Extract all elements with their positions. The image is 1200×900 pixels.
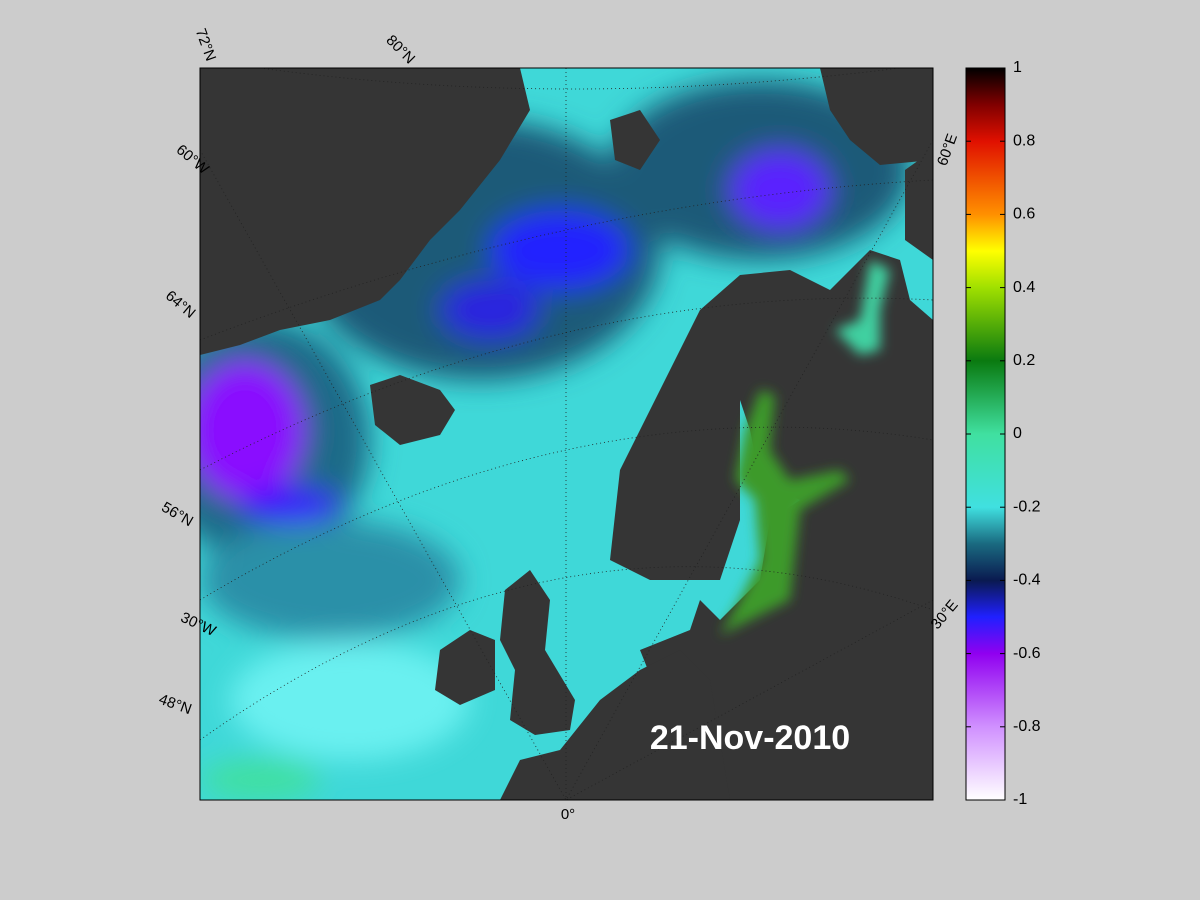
map-frame — [199, 67, 934, 801]
colorbar-tick-label: 0 — [1013, 425, 1022, 442]
white-sea — [835, 260, 890, 355]
colorbar-tick-label: -0.4 — [1013, 572, 1041, 589]
graticule — [200, 68, 933, 800]
colorbar-tick-label: -0.8 — [1013, 718, 1041, 735]
graticule-label: 60°E — [934, 132, 961, 169]
graticule-label: 72°N — [192, 26, 219, 63]
graticule-label: 64°N — [162, 287, 199, 322]
colorbar-tick-label: 0.4 — [1013, 279, 1035, 296]
graticule-label: 80°N — [383, 32, 419, 68]
map-area: 21-Nov-2010 — [200, 68, 933, 800]
colorbar-tick-label: -0.2 — [1013, 498, 1041, 515]
colorbar-tick-label: -1 — [1013, 791, 1027, 808]
graticule-label: 56°N — [159, 499, 197, 530]
colorbar-tick-label: 0.8 — [1013, 132, 1035, 149]
colorbar-tick-label: 0.6 — [1013, 206, 1035, 223]
colorbar — [965, 67, 1006, 801]
graticule-label: 48°N — [157, 691, 194, 718]
date-label: 21-Nov-2010 — [650, 719, 850, 757]
colorbar-tick-label: 1 — [1013, 59, 1022, 76]
colorbar-tick-label: 0.2 — [1013, 352, 1035, 369]
colorbar-tick-label: -0.6 — [1013, 645, 1041, 662]
graticule-label: 0° — [561, 806, 575, 823]
anomaly-field — [200, 80, 910, 800]
baltic-sea — [720, 390, 850, 635]
